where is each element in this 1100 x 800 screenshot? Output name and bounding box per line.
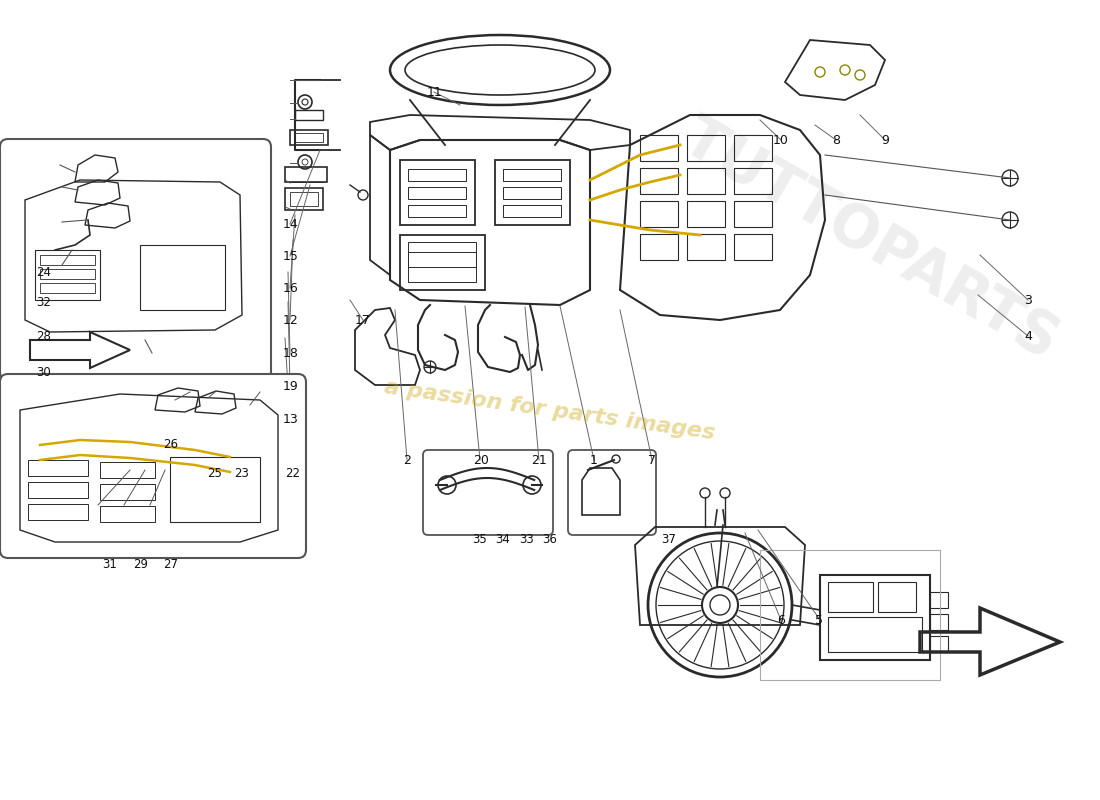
Bar bbox=[290, 130, 328, 145]
Bar bbox=[170, 457, 260, 522]
Bar bbox=[28, 504, 88, 520]
FancyBboxPatch shape bbox=[0, 374, 306, 558]
Bar bbox=[930, 614, 948, 630]
Text: 9: 9 bbox=[881, 134, 890, 146]
Bar bbox=[28, 460, 88, 476]
Text: a passion for parts images: a passion for parts images bbox=[384, 377, 716, 443]
Bar bbox=[295, 110, 323, 120]
Bar bbox=[734, 168, 772, 194]
Text: 28: 28 bbox=[36, 330, 52, 342]
Bar bbox=[408, 205, 466, 217]
Bar bbox=[408, 169, 466, 181]
Text: 4: 4 bbox=[1024, 330, 1033, 342]
Bar bbox=[285, 167, 327, 182]
Text: 33: 33 bbox=[519, 533, 535, 546]
Bar bbox=[503, 205, 561, 217]
Text: TUTTOPARTS: TUTTOPARTS bbox=[672, 109, 1068, 371]
Text: 18: 18 bbox=[283, 347, 298, 360]
Bar bbox=[734, 201, 772, 227]
FancyBboxPatch shape bbox=[568, 450, 656, 535]
Bar bbox=[40, 269, 95, 279]
Text: 21: 21 bbox=[531, 454, 547, 466]
Bar bbox=[828, 582, 873, 612]
Text: 37: 37 bbox=[661, 533, 676, 546]
Text: 25: 25 bbox=[207, 467, 222, 480]
Text: 22: 22 bbox=[285, 467, 300, 480]
Text: 32: 32 bbox=[36, 296, 52, 309]
Text: 17: 17 bbox=[355, 314, 371, 326]
Bar bbox=[688, 168, 725, 194]
Text: 34: 34 bbox=[495, 533, 510, 546]
Bar bbox=[640, 201, 678, 227]
Text: 3: 3 bbox=[1024, 294, 1033, 306]
Bar bbox=[40, 255, 95, 265]
Bar bbox=[400, 160, 475, 225]
Text: 5: 5 bbox=[815, 614, 824, 626]
Text: 15: 15 bbox=[283, 250, 298, 262]
Bar bbox=[734, 135, 772, 161]
Bar bbox=[100, 484, 155, 500]
Text: 12: 12 bbox=[283, 314, 298, 326]
Text: 16: 16 bbox=[283, 282, 298, 294]
Text: 10: 10 bbox=[773, 134, 789, 146]
Text: 31: 31 bbox=[102, 558, 118, 570]
Bar bbox=[140, 245, 225, 310]
Bar bbox=[820, 575, 930, 660]
Text: 13: 13 bbox=[283, 413, 298, 426]
Text: 30: 30 bbox=[36, 366, 52, 378]
Bar bbox=[930, 592, 948, 608]
Bar bbox=[878, 582, 916, 612]
Bar bbox=[828, 617, 922, 652]
Bar bbox=[930, 636, 948, 652]
Bar bbox=[760, 550, 940, 680]
Text: 11: 11 bbox=[427, 86, 442, 98]
Bar bbox=[688, 201, 725, 227]
FancyBboxPatch shape bbox=[424, 450, 553, 535]
Bar bbox=[503, 187, 561, 199]
Text: 7: 7 bbox=[648, 454, 657, 466]
Bar bbox=[295, 133, 323, 142]
Text: 29: 29 bbox=[133, 558, 148, 570]
Text: 35: 35 bbox=[472, 533, 487, 546]
Bar bbox=[688, 135, 725, 161]
Text: 6: 6 bbox=[777, 614, 785, 626]
Bar bbox=[285, 188, 323, 210]
FancyBboxPatch shape bbox=[0, 139, 271, 380]
Bar bbox=[100, 462, 155, 478]
Bar bbox=[688, 234, 725, 260]
Bar bbox=[28, 482, 88, 498]
Text: 20: 20 bbox=[473, 454, 488, 466]
Bar bbox=[408, 252, 476, 267]
Bar bbox=[503, 169, 561, 181]
Text: 1: 1 bbox=[590, 454, 598, 466]
Bar bbox=[734, 234, 772, 260]
Bar bbox=[640, 168, 678, 194]
Text: 36: 36 bbox=[542, 533, 558, 546]
Bar bbox=[408, 242, 476, 282]
Bar bbox=[35, 250, 100, 300]
Text: 24: 24 bbox=[36, 266, 52, 278]
Text: 27: 27 bbox=[163, 558, 178, 570]
Text: 26: 26 bbox=[163, 438, 178, 450]
Bar bbox=[100, 506, 155, 522]
Bar bbox=[640, 135, 678, 161]
Bar bbox=[408, 187, 466, 199]
Bar bbox=[290, 192, 318, 206]
Text: 8: 8 bbox=[832, 134, 840, 146]
Text: 23: 23 bbox=[234, 467, 250, 480]
Bar bbox=[495, 160, 570, 225]
Text: 19: 19 bbox=[283, 380, 298, 393]
Text: 2: 2 bbox=[403, 454, 411, 466]
Bar bbox=[40, 283, 95, 293]
Text: 14: 14 bbox=[283, 218, 298, 230]
Bar bbox=[400, 235, 485, 290]
Bar bbox=[640, 234, 678, 260]
